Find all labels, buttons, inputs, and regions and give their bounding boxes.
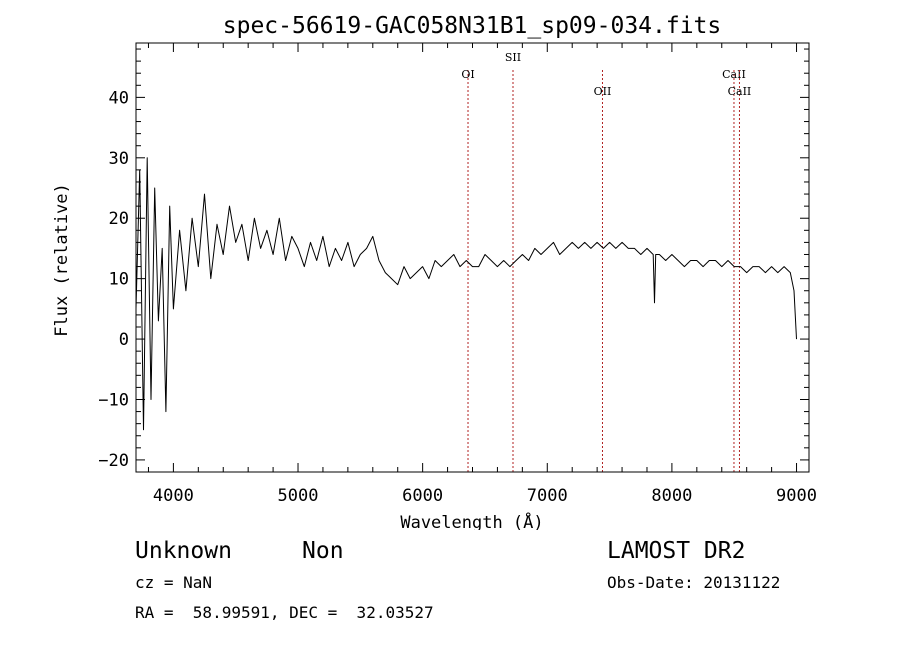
- x-tick-label: 7000: [527, 486, 568, 506]
- y-tick-label: −10: [98, 390, 129, 410]
- spectrum-series: [135, 157, 797, 431]
- line-label-oii-2: OII: [594, 85, 612, 98]
- object-subclass: Non: [302, 538, 344, 564]
- x-tick-label: 9000: [776, 486, 817, 506]
- y-tick-label: 0: [119, 330, 129, 350]
- x-tick-label: 5000: [278, 486, 319, 506]
- y-tick-label: 40: [109, 88, 129, 108]
- y-axis-label: Flux (relative): [52, 183, 72, 337]
- y-tick-label: 10: [109, 270, 129, 290]
- redshift-cz: cz = NaN: [135, 573, 213, 592]
- survey-name: LAMOST DR2: [607, 538, 746, 564]
- chart-title: spec-56619-GAC058N31B1_sp09-034.fits: [223, 13, 722, 39]
- line-label-sii-1: SII: [505, 51, 521, 64]
- y-tick-label: 20: [109, 209, 129, 229]
- x-axis-label: Wavelength (Å): [400, 511, 543, 530]
- x-tick-label: 8000: [651, 486, 692, 506]
- object-class: Unknown: [135, 538, 232, 564]
- observation-date: Obs-Date: 20131122: [607, 573, 781, 592]
- x-axis: 4000 5000 6000 7000 8000 9000: [147, 43, 817, 506]
- y-axis: −20 −10 0 10 20 30 40: [98, 48, 809, 471]
- line-label-caii-4: CaII: [728, 85, 752, 98]
- line-markers: OI SII OII CaII CaII: [461, 51, 751, 472]
- line-label-oi-0: OI: [461, 68, 474, 81]
- x-tick-label: 4000: [153, 486, 194, 506]
- x-tick-label: 6000: [402, 486, 443, 506]
- plot-frame: [135, 42, 810, 473]
- y-tick-label: 30: [109, 149, 129, 169]
- y-tick-label: −20: [98, 451, 129, 471]
- spectrum-chart: spec-56619-GAC058N31B1_sp09-034.fits OI S…: [52, 13, 817, 530]
- spectrum-line-0: [135, 157, 797, 431]
- coordinates: RA = 58.99591, DEC = 32.03527: [135, 603, 434, 622]
- line-label-caii-3: CaII: [722, 68, 746, 81]
